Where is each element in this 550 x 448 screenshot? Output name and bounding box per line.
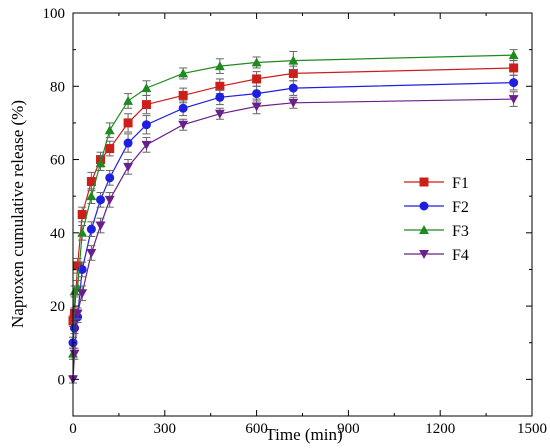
data-point-f1 bbox=[252, 74, 262, 84]
data-point-f2 bbox=[86, 224, 96, 234]
data-point-f2 bbox=[509, 78, 519, 88]
y-tick-label: 60 bbox=[50, 153, 65, 169]
plot-area bbox=[68, 49, 519, 385]
data-point-f1 bbox=[215, 81, 225, 91]
x-tick-label: 0 bbox=[69, 421, 77, 437]
data-point-f4 bbox=[508, 95, 519, 105]
data-point-f1 bbox=[123, 118, 133, 128]
legend-label: F4 bbox=[452, 247, 469, 264]
axes: 0 300 600 900 1200 1500 0 20 40 60 80 100 bbox=[43, 6, 548, 437]
data-point-f2 bbox=[105, 173, 115, 183]
y-tick-label: 80 bbox=[50, 79, 65, 95]
data-point-f4 bbox=[251, 102, 262, 112]
data-point-f3 bbox=[508, 50, 519, 60]
legend-item-f3: F3 bbox=[404, 223, 469, 240]
data-point-f4 bbox=[95, 221, 106, 231]
data-point-f4 bbox=[123, 162, 134, 172]
data-point-f1 bbox=[509, 63, 519, 73]
legend-swatch-marker bbox=[419, 201, 429, 211]
legend-swatch-marker bbox=[419, 225, 429, 234]
data-point-f4 bbox=[86, 249, 97, 258]
data-point-f4 bbox=[178, 120, 189, 130]
x-tick-label: 300 bbox=[154, 421, 177, 437]
data-point-f2 bbox=[178, 103, 188, 113]
data-point-f3 bbox=[104, 125, 115, 135]
data-point-f3 bbox=[141, 83, 152, 93]
data-point-f2 bbox=[123, 138, 133, 148]
legend-item-f4: F4 bbox=[404, 247, 469, 264]
data-point-f3 bbox=[288, 55, 299, 65]
legend-label: F2 bbox=[452, 199, 469, 216]
x-tick-label: 1500 bbox=[517, 421, 547, 437]
data-point-f2 bbox=[77, 264, 87, 274]
data-point-f2 bbox=[141, 120, 151, 130]
data-point-f1 bbox=[288, 68, 298, 78]
data-point-f4 bbox=[141, 140, 152, 150]
data-point-f1 bbox=[86, 177, 96, 187]
legend-swatch-marker bbox=[419, 250, 429, 259]
data-point-f4 bbox=[214, 109, 225, 119]
x-axis-label: Time (min) bbox=[265, 425, 342, 444]
data-point-f3 bbox=[86, 191, 97, 201]
series-f3 bbox=[68, 49, 519, 360]
data-point-f2 bbox=[252, 89, 262, 99]
y-tick-label: 0 bbox=[58, 372, 66, 388]
series-line-f3 bbox=[72, 54, 514, 354]
y-axis-label: Naproxen cumulative release (%) bbox=[8, 100, 27, 328]
data-point-f1 bbox=[178, 90, 188, 100]
data-point-f2 bbox=[70, 323, 80, 333]
series-line-f4 bbox=[72, 98, 514, 380]
y-tick-label: 40 bbox=[50, 226, 65, 242]
series-f1 bbox=[68, 60, 519, 327]
data-point-f1 bbox=[105, 144, 115, 154]
series-line-f1 bbox=[72, 67, 514, 321]
data-point-f4 bbox=[72, 309, 83, 319]
legend: F1 F2 F3 F4 bbox=[404, 175, 469, 264]
data-point-f3 bbox=[77, 227, 88, 237]
data-point-f1 bbox=[77, 210, 87, 219]
series-line-f2 bbox=[72, 82, 514, 343]
data-point-f2 bbox=[288, 83, 298, 93]
data-point-f1 bbox=[73, 261, 83, 271]
legend-label: F3 bbox=[452, 223, 469, 240]
data-point-f4 bbox=[69, 349, 80, 359]
y-tick-label: 100 bbox=[43, 6, 66, 22]
data-point-f4 bbox=[288, 98, 299, 108]
data-point-f3 bbox=[214, 61, 225, 71]
legend-label: F1 bbox=[452, 175, 469, 192]
x-tick-label: 1200 bbox=[425, 421, 455, 437]
data-point-f4 bbox=[104, 195, 115, 205]
data-point-f2 bbox=[96, 195, 106, 205]
series-f2 bbox=[68, 74, 519, 349]
data-point-f4 bbox=[77, 289, 88, 299]
y-tick-label: 20 bbox=[50, 299, 65, 315]
data-point-f3 bbox=[178, 68, 189, 78]
data-point-f3 bbox=[95, 158, 106, 168]
data-point-f3 bbox=[251, 57, 262, 67]
legend-item-f1: F1 bbox=[404, 175, 469, 192]
legend-swatch-marker bbox=[419, 177, 429, 187]
data-point-f2 bbox=[215, 92, 225, 102]
series-f4 bbox=[68, 91, 519, 385]
data-point-f3 bbox=[123, 95, 134, 105]
x-tick-label: 900 bbox=[337, 421, 360, 437]
x-tick-label: 600 bbox=[245, 421, 268, 437]
data-point-f1 bbox=[141, 100, 151, 110]
legend-item-f2: F2 bbox=[404, 199, 469, 216]
